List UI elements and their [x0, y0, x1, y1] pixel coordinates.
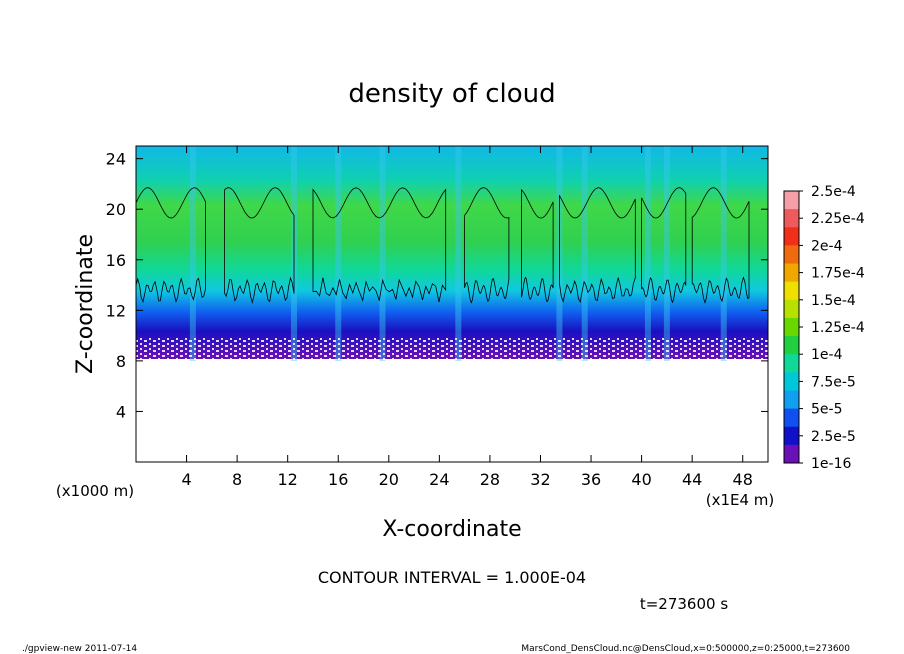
time-note: t=273600 s [640, 595, 728, 613]
field-streak [335, 146, 342, 361]
contour-line [521, 188, 554, 302]
colorbar-swatch [784, 426, 799, 446]
colorbar-label: 1.75e-4 [811, 266, 865, 282]
colorbar-label: 2.5e-4 [811, 184, 856, 200]
y-axis-label: Z-coordinate [73, 234, 98, 374]
footer-right: MarsCond_DensCloud.nc@DensCloud,x=0:5000… [521, 644, 850, 654]
contour-line [312, 187, 447, 303]
colorbar-swatch [784, 317, 799, 337]
x-tick-label: 24 [429, 470, 449, 489]
x-tick-label: 12 [278, 470, 298, 489]
cloud-density-field [136, 146, 768, 359]
colorbar-label: 1.25e-4 [811, 320, 865, 336]
y-tick-label: 16 [106, 251, 126, 270]
plot-area [136, 146, 768, 361]
colorbar-swatch [784, 444, 799, 464]
colorbar-swatch [784, 209, 799, 228]
contour-line [691, 187, 750, 304]
colorbar-swatch [784, 336, 799, 355]
colorbar-label: 7.5e-5 [811, 374, 856, 390]
chart-title: density of cloud [348, 79, 555, 109]
x-tick-label: 20 [379, 470, 399, 489]
x-tick-label: 40 [631, 470, 651, 489]
footer-left: ./gpview-new 2011-07-14 [22, 644, 137, 654]
contour-line [641, 187, 687, 304]
field-streak [581, 146, 588, 361]
y-tick-label: 24 [106, 150, 126, 169]
contour-interval-note: CONTOUR INTERVAL = 1.000E-04 [318, 568, 586, 587]
colorbar-swatch [784, 354, 799, 373]
x-axis-unit: (x1E4 m) [706, 491, 775, 509]
colorbar-label: 2.5e-5 [811, 429, 856, 445]
x-tick-label: 48 [733, 470, 753, 489]
x-axis-label: X-coordinate [382, 517, 521, 542]
y-tick-label: 4 [116, 402, 126, 421]
colorbar-label: 5e-5 [811, 402, 842, 418]
colorbar-swatch [784, 227, 799, 246]
x-tick-label: 32 [530, 470, 550, 489]
colorbar-swatch [784, 299, 799, 319]
colorbar-label: 2e-4 [811, 238, 843, 254]
colorbar-swatch [784, 372, 799, 391]
x-tick-label: 4 [181, 470, 191, 489]
x-tick-label: 8 [232, 470, 242, 489]
contour-line [224, 187, 295, 305]
colorbar-swatch [784, 245, 799, 265]
y-axis-ticks: 4 8 12 16 20 24 [106, 150, 768, 421]
x-tick-label: 16 [328, 470, 348, 489]
x-tick-label: 36 [581, 470, 601, 489]
colorbar-swatch [784, 390, 799, 410]
y-tick-label: 12 [106, 301, 126, 320]
colorbar-swatch [784, 408, 799, 428]
plot-frame [135, 145, 769, 463]
field-streak [455, 146, 462, 361]
colorbar-label: 1e-16 [811, 456, 851, 472]
contour-lines [136, 187, 750, 305]
colorbar-swatch [784, 263, 799, 283]
colorbar-label: 2.25e-4 [811, 211, 865, 227]
field-streak [379, 146, 386, 361]
field-streak [644, 146, 651, 361]
colorbar-label: 1.5e-4 [811, 293, 856, 309]
contour-line [559, 187, 636, 304]
colorbar-swatch [784, 191, 799, 210]
contour-line [464, 187, 510, 304]
x-tick-label: 44 [682, 470, 702, 489]
contour-line [136, 187, 206, 304]
y-tick-label: 20 [106, 200, 126, 219]
field-lower-edge-speckle [136, 338, 768, 360]
field-streak [720, 146, 727, 361]
x-axis-ticks: 4 8 12 16 20 24 28 32 36 40 44 48 [181, 146, 753, 489]
x-tick-label: 28 [480, 470, 500, 489]
colorbar: 2.5e-4 2.25e-4 2e-4 1.75e-4 1.5e-4 1.25e-4 1e-… [783, 184, 865, 472]
field-streak [663, 146, 670, 361]
y-tick-label: 8 [116, 352, 126, 371]
y-axis-unit: (x1000 m) [56, 482, 134, 500]
field-streak [189, 146, 196, 361]
colorbar-swatch [784, 281, 799, 301]
colorbar-label: 1e-4 [811, 347, 843, 363]
